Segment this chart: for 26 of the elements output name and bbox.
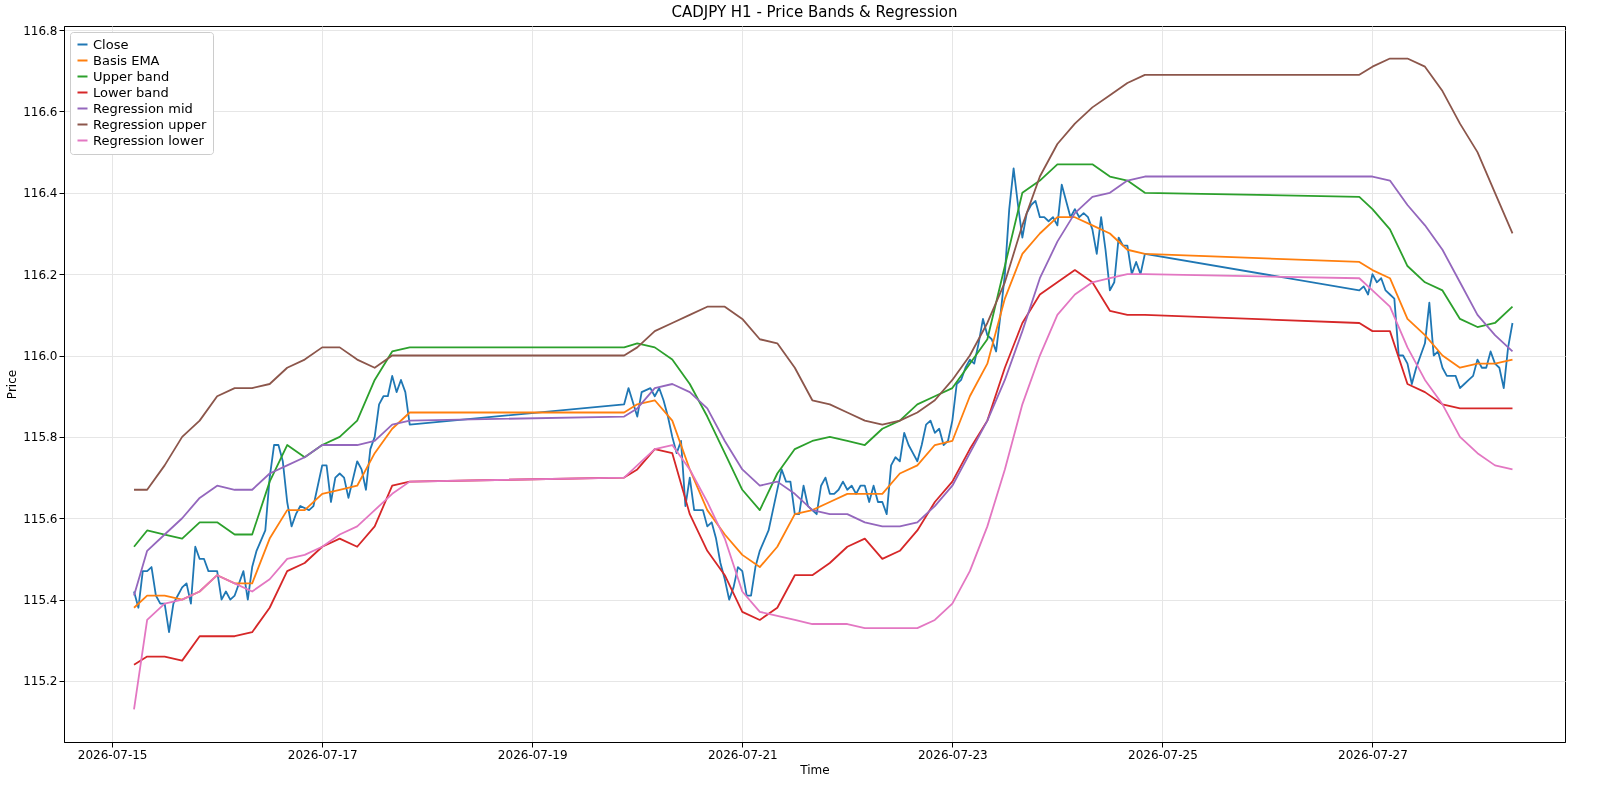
- x-tick-label: 2026-07-17: [287, 747, 358, 762]
- legend-label: Regression upper: [93, 116, 207, 132]
- legend-label: Regression lower: [93, 132, 205, 148]
- y-tick-label: 116.8: [23, 23, 58, 38]
- y-tick-label: 115.2: [23, 674, 58, 689]
- legend-label: Lower band: [93, 84, 169, 100]
- y-tick-label: 116.4: [23, 186, 58, 201]
- legend-label: Close: [93, 36, 129, 52]
- y-tick-label: 115.8: [23, 430, 58, 445]
- x-axis-title: Time: [799, 762, 830, 777]
- legend-label: Upper band: [93, 68, 170, 84]
- y-axis-title: Price: [5, 369, 20, 400]
- x-tick-label: 2026-07-15: [77, 747, 148, 762]
- x-tick-label: 2026-07-21: [707, 747, 778, 762]
- x-tick-label: 2026-07-27: [1338, 747, 1408, 762]
- chart-title: CADJPY H1 - Price Bands & Regression: [671, 3, 958, 22]
- legend-label: Regression mid: [93, 100, 193, 116]
- y-tick-label: 116.6: [23, 104, 58, 119]
- y-tick-label: 116.2: [23, 267, 58, 282]
- y-tick-label: 116.0: [23, 349, 58, 364]
- x-tick-label: 2026-07-25: [1128, 747, 1198, 762]
- legend-label: Basis EMA: [93, 52, 160, 68]
- y-tick-label: 115.6: [23, 511, 58, 526]
- x-tick-label: 2026-07-23: [917, 747, 988, 762]
- x-tick-label: 2026-07-19: [497, 747, 568, 762]
- y-tick-label: 115.4: [23, 593, 58, 608]
